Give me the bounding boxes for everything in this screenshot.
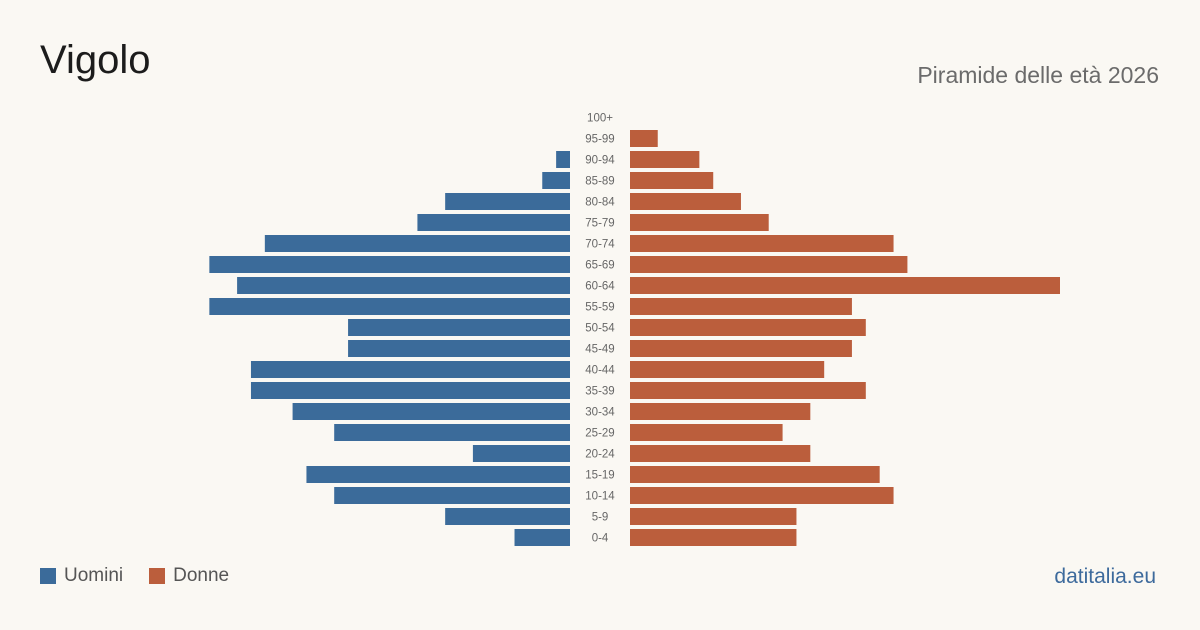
age-label-25-29: 25-29	[585, 428, 614, 440]
bar-women-15-19	[630, 466, 880, 483]
bar-men-15-19	[306, 466, 570, 483]
age-label-100plus: 100+	[587, 113, 613, 125]
chart-subtitle: Piramide delle età 2026	[917, 62, 1159, 88]
bar-men-30-34	[292, 403, 570, 420]
bar-women-70-74	[630, 235, 894, 252]
bar-men-40-44	[250, 361, 570, 378]
bar-women-5-9	[630, 508, 797, 525]
bar-men-45-49	[348, 340, 570, 357]
bar-women-35-39	[630, 382, 866, 399]
age-label-85-89: 85-89	[585, 176, 614, 188]
legend: Uomini Donne	[40, 566, 255, 585]
bar-men-10-14	[334, 487, 570, 504]
age-label-50-54: 50-54	[585, 323, 615, 335]
bar-men-80-84	[445, 193, 570, 210]
bar-women-45-49	[630, 340, 852, 357]
bar-men-75-79	[417, 214, 570, 231]
bar-women-95-99	[630, 130, 658, 147]
age-label-15-19: 15-19	[585, 470, 614, 482]
brand-link[interactable]: datitalia.eu	[1054, 565, 1156, 588]
bar-women-10-14	[630, 487, 894, 504]
age-label-20-24: 20-24	[585, 449, 615, 461]
bar-men-50-54	[348, 319, 570, 336]
age-label-60-64: 60-64	[585, 281, 615, 293]
bar-women-0-4	[630, 529, 797, 546]
legend-swatch-women	[149, 567, 166, 584]
bar-women-20-24	[630, 445, 811, 462]
bar-women-25-29	[630, 424, 783, 441]
bar-women-55-59	[630, 298, 852, 315]
age-label-5-9: 5-9	[592, 512, 609, 524]
bar-men-25-29	[334, 424, 570, 441]
legend-swatch-men	[40, 567, 56, 584]
age-label-70-74: 70-74	[585, 239, 615, 251]
age-label-75-79: 75-79	[585, 218, 614, 230]
bar-women-85-89	[630, 172, 714, 189]
age-label-65-69: 65-69	[585, 260, 614, 272]
bar-men-85-89	[542, 172, 570, 189]
bar-women-80-84	[630, 193, 741, 210]
bar-men-70-74	[264, 235, 570, 252]
bar-women-40-44	[630, 361, 825, 378]
bar-women-90-94	[630, 151, 700, 168]
age-label-0-4: 0-4	[592, 533, 609, 545]
age-label-35-39: 35-39	[585, 386, 614, 398]
legend-label-men: Uomini	[64, 565, 124, 586]
age-label-95-99: 95-99	[585, 134, 614, 146]
bar-women-30-34	[630, 403, 811, 420]
bar-women-50-54	[630, 319, 866, 336]
age-label-90-94: 90-94	[585, 155, 615, 167]
legend-item-women: Donne	[149, 566, 229, 585]
bar-men-90-94	[556, 151, 570, 168]
age-label-30-34: 30-34	[585, 407, 615, 419]
bar-men-0-4	[514, 529, 570, 546]
bar-women-75-79	[630, 214, 769, 231]
bar-men-20-24	[472, 445, 570, 462]
age-label-80-84: 80-84	[585, 197, 615, 209]
page-title: Vigolo	[40, 38, 151, 82]
legend-item-men: Uomini	[40, 566, 123, 585]
bar-men-60-64	[237, 277, 570, 294]
age-label-10-14: 10-14	[585, 491, 615, 503]
bar-women-65-69	[630, 256, 908, 273]
bar-men-65-69	[209, 256, 570, 273]
age-label-40-44: 40-44	[585, 365, 615, 377]
bar-men-5-9	[445, 508, 570, 525]
legend-label-women: Donne	[173, 565, 230, 586]
bar-men-55-59	[209, 298, 570, 315]
age-label-55-59: 55-59	[585, 302, 614, 314]
age-label-45-49: 45-49	[585, 344, 614, 356]
bar-women-60-64	[630, 277, 1060, 294]
bar-men-35-39	[250, 382, 570, 399]
